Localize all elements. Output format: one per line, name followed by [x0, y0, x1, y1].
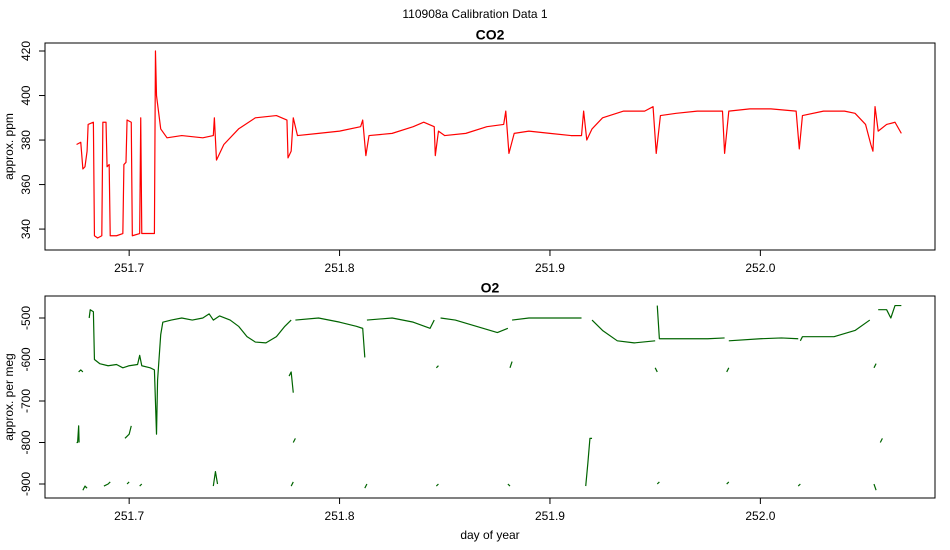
- plot-frame: [44, 295, 936, 499]
- data-line: [76, 50, 902, 239]
- panel-title: O2: [481, 280, 500, 296]
- y-tick-label: -800: [19, 430, 33, 454]
- x-tick-label: 251.9: [535, 509, 565, 523]
- x-axis-label: day of year: [460, 528, 519, 542]
- x-tick-label: 251.9: [535, 261, 565, 275]
- y-axis-label: approx. ppm: [2, 113, 16, 180]
- x-tick-label: 251.8: [325, 261, 355, 275]
- y-tick-label: 400: [19, 85, 33, 105]
- y-tick-label: -500: [19, 306, 33, 330]
- x-tick-label: 252.0: [745, 509, 775, 523]
- y-tick-label: 420: [19, 41, 33, 61]
- x-tick-label: 251.7: [114, 261, 144, 275]
- y-tick-label: 380: [19, 130, 33, 150]
- y-tick-label: -900: [19, 472, 33, 496]
- x-tick-label: 251.8: [325, 509, 355, 523]
- y-tick-label: 360: [19, 174, 33, 194]
- data-line: [76, 304, 902, 491]
- y-tick-label: 340: [19, 219, 33, 239]
- y-axis-label: approx. per meg: [2, 353, 16, 440]
- x-tick-label: 251.7: [114, 509, 144, 523]
- plot-frame: [44, 42, 936, 251]
- y-tick-label: -700: [19, 389, 33, 413]
- page-title: 110908a Calibration Data 1: [402, 7, 548, 21]
- y-tick-label: -600: [19, 347, 33, 371]
- panel-title: CO2: [476, 27, 505, 43]
- x-tick-label: 252.0: [745, 261, 775, 275]
